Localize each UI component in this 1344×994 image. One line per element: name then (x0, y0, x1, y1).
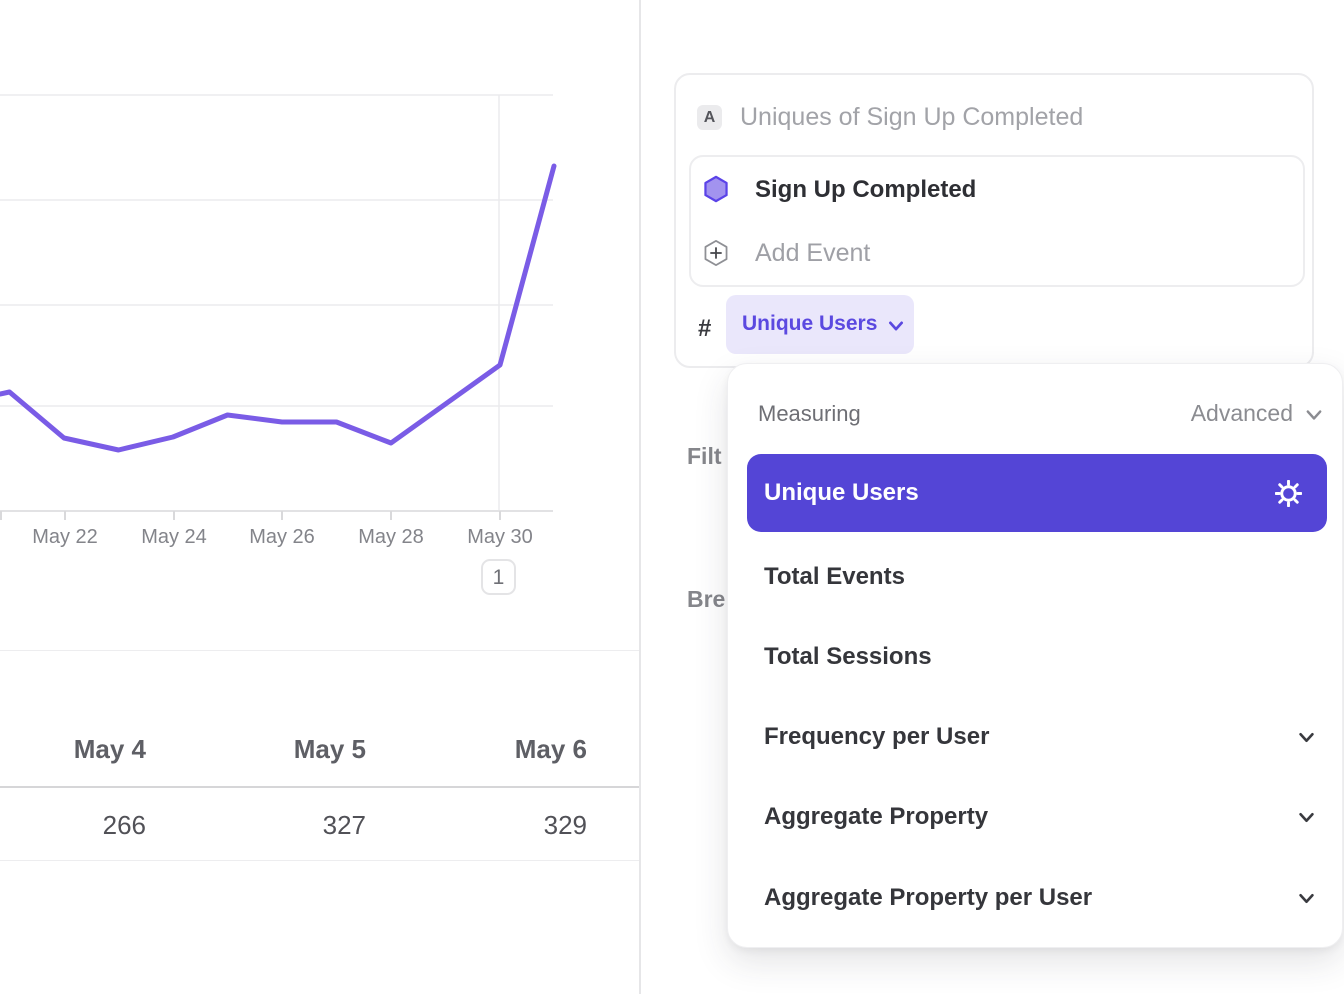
line-chart-svg (0, 94, 557, 520)
event-row[interactable]: Sign Up Completed (691, 159, 1303, 219)
menu-item-aggregate-property[interactable]: Aggregate Property (764, 803, 989, 830)
menu-item-total-events[interactable]: Total Events (764, 563, 905, 590)
table-value-cell: 266 (102, 810, 146, 840)
measurement-chip-button[interactable]: Unique Users (726, 295, 914, 354)
x-axis-label: May 28 (358, 526, 424, 548)
series-line-sign-up-completed (0, 163, 557, 453)
chevron-down-icon (889, 321, 903, 331)
add-event-label: Add Event (755, 239, 871, 267)
measurement-chip-label: Unique Users (742, 312, 878, 335)
measuring-mode-selector[interactable]: Advanced (1190, 400, 1293, 426)
x-axis-label: May 30 (467, 526, 533, 548)
add-event-hexagon-plus-icon (704, 239, 728, 267)
chart-gridlines (0, 94, 553, 512)
table-header-cell: May 5 (293, 734, 366, 764)
table-header-divider (0, 786, 639, 788)
breakdown-section-label: Bre (687, 586, 726, 612)
x-axis-label: May 26 (249, 526, 315, 548)
series-header-row[interactable]: A Uniques of Sign Up Completed (676, 75, 1312, 135)
add-event-row[interactable]: Add Event (691, 223, 1303, 283)
event-name-label: Sign Up Completed (755, 176, 977, 203)
panel-divider (639, 0, 641, 994)
chevron-down-icon[interactable] (1303, 404, 1325, 426)
x-axis-label: May 22 (32, 526, 98, 548)
series-letter-badge: A (697, 105, 722, 130)
table-value-cell: 327 (322, 810, 366, 840)
query-series-card: A Uniques of Sign Up Completed Sign Up C… (674, 73, 1314, 368)
table-header-cell: May 6 (514, 734, 587, 764)
x-axis-label: May 24 (141, 526, 207, 548)
menu-item-label: Unique Users (764, 479, 919, 506)
filter-section-label: Filt (687, 443, 722, 469)
table-header-cell: May 4 (73, 734, 146, 764)
series-summary-title: Uniques of Sign Up Completed (740, 103, 1084, 131)
menu-item-frequency-per-user[interactable]: Frequency per User (764, 723, 990, 750)
measuring-header-label: Measuring (758, 401, 861, 426)
line-chart-area[interactable]: May 22 May 24 May 26 May 28 May 30 (0, 0, 558, 548)
chevron-down-icon[interactable] (1296, 727, 1317, 748)
event-hexagon-icon (704, 175, 728, 203)
chevron-down-icon[interactable] (1296, 888, 1317, 909)
count-symbol: # (698, 315, 712, 342)
chart-axis-ticks (0, 511, 501, 520)
table-divider-bottom (0, 860, 639, 861)
event-list-card: Sign Up Completed Add Event (689, 155, 1305, 287)
menu-item-aggregate-property-per-user[interactable]: Aggregate Property per User (764, 884, 1093, 911)
menu-item-total-sessions[interactable]: Total Sessions (764, 643, 932, 670)
table-divider-top (0, 650, 639, 651)
menu-item-unique-users[interactable]: Unique Users (747, 454, 1327, 532)
pagination-badge[interactable]: 1 (481, 559, 516, 595)
measuring-dropdown-menu: Measuring Advanced Unique Users (727, 363, 1343, 948)
gear-icon[interactable] (1275, 480, 1302, 507)
table-value-cell: 329 (543, 810, 587, 840)
chevron-down-icon[interactable] (1296, 807, 1317, 828)
